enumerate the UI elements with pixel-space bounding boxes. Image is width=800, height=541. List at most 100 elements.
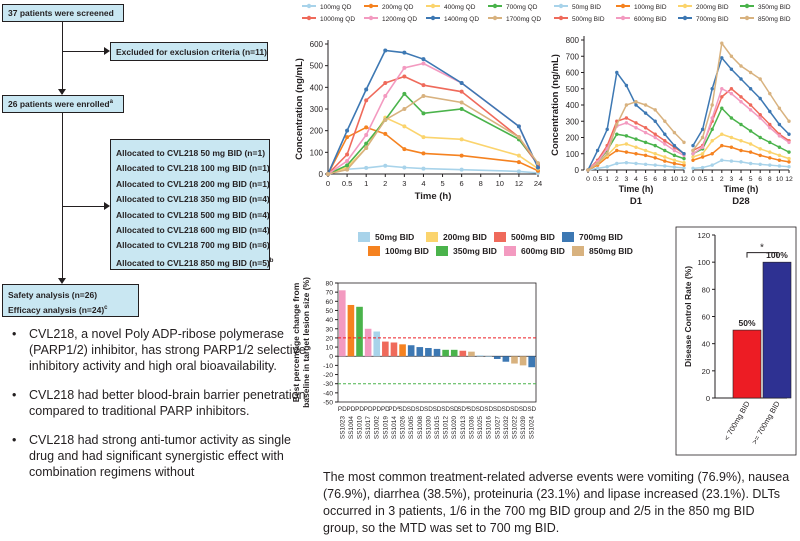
response-label: SD [476,406,485,413]
legend-marker [620,15,626,21]
connector [62,113,63,281]
x-tick-label: 3 [625,176,629,183]
bar-value-label: 50% [738,318,755,328]
data-point [605,165,609,169]
series-line [327,92,539,175]
y-tick-label: 300 [310,105,324,114]
legend-label: 200mg BID [696,4,729,11]
data-point [682,152,686,156]
bullet-item: • CVL218 had better blood-brain barrier p… [12,387,307,419]
y-tick-label: -20 [323,372,333,379]
data-point [634,126,638,130]
data-point [739,160,743,164]
data-point [653,119,657,123]
data-point [777,153,782,158]
waterfall-bar [519,356,527,366]
legend-label: 400mg QD [444,4,476,11]
data-point [748,108,753,112]
allocation-line: Allocated to CVL218 350 mg BID (n=4) [116,194,270,205]
y-tick-label: 70 [325,290,333,297]
y-tick-label: 800 [566,36,580,45]
waterfall-bar [425,347,432,357]
patient-id-label: SS1002 [374,416,381,440]
data-point [663,139,667,143]
response-label: SD [424,406,433,413]
x-tick-label: 5 [644,176,648,183]
x-tick-label: 0.5 [698,176,708,183]
data-point [653,108,657,112]
data-point [672,148,677,153]
data-point [383,131,388,136]
x-tick-label: 2 [615,176,619,183]
data-point [768,150,772,154]
response-label: SD [441,406,450,413]
data-point [672,130,677,135]
data-point [595,161,600,166]
data-point [615,148,619,153]
data-point [672,153,677,158]
excluded-box: Excluded for exclusion criteria (n=11) [110,42,268,61]
waterfall-bar [399,344,406,357]
y-tick-label: 10 [325,345,333,352]
data-point [758,162,762,167]
patient-id-label: SS1022 [511,416,518,440]
data-point [777,164,782,168]
legend-marker [306,3,312,9]
data-point [634,161,638,166]
panel-frame [675,226,797,456]
y-tick-label: 200 [566,134,580,143]
data-point [787,156,791,161]
data-point [643,111,648,115]
data-point [643,130,648,135]
data-point [787,119,791,123]
legend-label: 1700mg QD [506,16,541,23]
data-point [383,163,388,168]
legend-marker [620,3,626,9]
y-tick-label: -40 [323,390,333,397]
data-point [653,156,657,160]
data-point [345,163,350,168]
data-point [402,50,407,55]
data-point [643,162,648,167]
y-axis-label: Concentration (ng/mL) [294,58,305,160]
legend-swatch [494,232,506,242]
data-point [700,145,705,149]
x-tick-label: 10 [671,176,679,183]
y-tick-label: 0 [329,354,333,361]
data-point [364,165,369,170]
data-point [634,103,638,107]
data-point [748,87,753,91]
significance-bracket [746,252,778,258]
data-point [691,155,695,159]
data-point [768,140,772,145]
data-point [700,135,705,140]
data-point [663,119,667,123]
data-point [383,48,388,53]
panel-label: D28 [732,196,749,207]
allocation-line: Allocated to CVL218 850 mg BID (n=5)b [116,257,274,268]
data-point [421,135,426,140]
data-point [383,117,388,122]
x-axis-label: Time (h) [619,184,654,194]
data-point [729,67,734,71]
x-tick-label: 10 [776,176,784,183]
qd-pk-chart: 100mg QD 200mg QD 400mg QD 700mg QD 1000mg Q… [294,3,542,202]
data-point [739,139,743,143]
data-point [768,122,772,127]
plot-frame [337,282,537,403]
data-point [663,142,667,146]
waterfall-bar [502,356,510,362]
y-tick-label: 100 [566,150,580,159]
data-point [729,91,734,96]
data-point [700,155,705,159]
x-tick-label: 8 [663,176,667,183]
data-point [729,145,734,149]
data-point [720,143,724,148]
data-point [777,134,782,138]
data-point [758,113,762,117]
data-point [729,87,734,91]
x-tick-label: < 700mg BID [722,399,752,442]
x-tick-label: 6 [460,179,464,188]
data-point [402,65,407,70]
arrow-icon [104,202,110,210]
